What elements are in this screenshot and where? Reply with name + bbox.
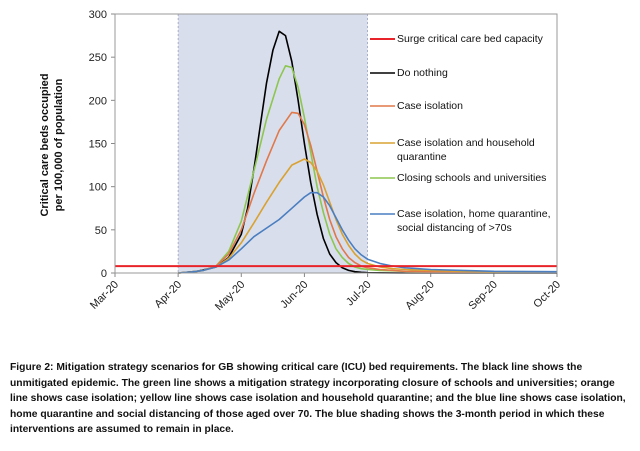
y-axis-label-line1: Critical care beds occupied: [39, 73, 51, 216]
x-tick-label: Aug-20: [403, 279, 437, 313]
legend-label-combined-measures-1: Case isolation, home quarantine,: [397, 208, 551, 220]
plot-border: [114, 13, 558, 274]
legend-label-combined-measures-2: social distancing of >70s: [397, 222, 512, 234]
x-tick-label: Jul-20: [344, 279, 374, 309]
x-tick-label: Jun-20: [278, 279, 310, 311]
mitigation-chart: 0 50 100 150 200 250 300 Mar-20 Apr-20 May-20 Jun…: [39, 9, 563, 313]
x-tick-label: Oct-20: [531, 279, 563, 311]
y-tick-label: 100: [89, 182, 107, 194]
y-tick-label: 300: [89, 9, 107, 21]
y-tick-label: 150: [89, 139, 107, 151]
x-tick-label: Sep-20: [466, 279, 500, 313]
y-tick-label: 50: [95, 225, 107, 237]
figure-caption: Figure 2: Mitigation strategy scenarios …: [10, 362, 626, 435]
legend: Surge critical care bed capacity Do noth…: [370, 33, 551, 234]
legend-label-closing-schools: Closing schools and universities: [397, 172, 546, 184]
y-axis-label-line2: per 100,000 of population: [53, 78, 65, 211]
x-tick-label: May-20: [213, 279, 247, 313]
legend-label-do-nothing: Do nothing: [397, 67, 448, 79]
y-tick-label: 0: [101, 268, 107, 280]
gridlines: [177, 14, 368, 273]
y-tick-label: 200: [89, 95, 107, 107]
legend-label-capacity: Surge critical care bed capacity: [397, 33, 544, 45]
series-line-case-isolation-and-household-quarantine: [178, 158, 558, 274]
x-tick-label: Mar-20: [88, 279, 121, 312]
shaded-intervention-period: [178, 14, 368, 273]
legend-label-case-isolation: Case isolation: [397, 100, 463, 112]
legend-label-household-quarantine-2: quarantine: [397, 151, 447, 163]
x-axis-ticks: Mar-20 Apr-20 May-20 Jun-20 Jul-20 Aug-20 Sep-…: [88, 273, 563, 313]
x-tick-label: Apr-20: [152, 279, 184, 311]
y-tick-label: 250: [89, 52, 107, 64]
y-axis-ticks: 0 50 100 150 200 250 300: [89, 9, 115, 280]
legend-label-household-quarantine-1: Case isolation and household: [397, 137, 535, 149]
